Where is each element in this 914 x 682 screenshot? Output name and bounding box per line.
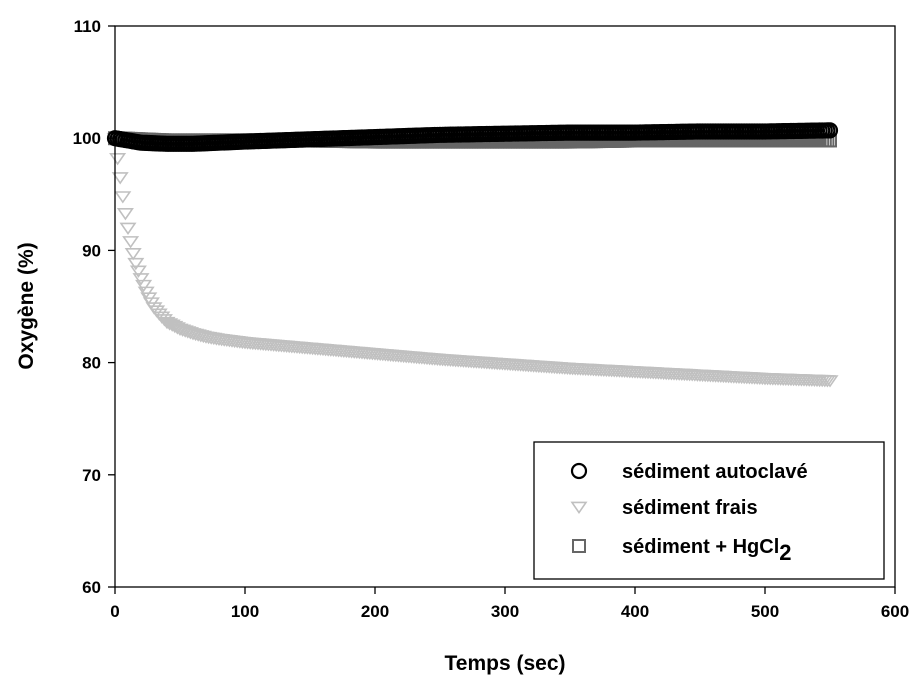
- legend-marker-1: [570, 501, 588, 515]
- y-tick-label: 70: [82, 466, 101, 485]
- legend-box: [533, 441, 885, 580]
- axis-ticks: 0 100 200 300 400 500 600 60 70 80 90 100 110: [73, 17, 910, 621]
- data-point: [821, 375, 839, 388]
- y-tick-label: 80: [82, 354, 101, 373]
- series-1: [106, 132, 839, 388]
- legend-entries: sédiment autoclavé sédiment frais sédiment…: [570, 461, 808, 565]
- x-tick-label: 300: [491, 602, 519, 621]
- data-point: [111, 172, 129, 185]
- data-point: [119, 222, 137, 235]
- y-axis-title: Oxygène (%): [15, 242, 38, 369]
- data-point: [821, 122, 839, 139]
- y-tick-label: 90: [82, 241, 101, 260]
- legend-marker-0: [570, 462, 588, 480]
- data-point: [127, 257, 145, 271]
- y-tick-label: 110: [74, 17, 101, 36]
- series-layer: [106, 122, 839, 388]
- data-point: [114, 191, 132, 204]
- x-tick-label: 400: [621, 602, 649, 621]
- y-tick-label: 60: [82, 578, 101, 597]
- x-axis-title: Temps (sec): [445, 652, 566, 675]
- data-point: [124, 248, 142, 261]
- data-point: [109, 153, 127, 166]
- x-tick-label: 600: [881, 602, 909, 621]
- x-tick-label: 200: [361, 602, 389, 621]
- y-tick-label: 100: [73, 129, 101, 148]
- data-point: [176, 325, 194, 338]
- legend-label-0: sédiment autoclavé: [622, 461, 808, 483]
- data-point: [116, 208, 134, 221]
- series-0: [106, 122, 839, 152]
- legend: sédiment autoclavé sédiment frais sédiment…: [533, 441, 885, 580]
- x-tick-label: 100: [231, 602, 259, 621]
- data-point: [122, 236, 140, 249]
- x-tick-label: 0: [110, 602, 119, 621]
- data-point: [129, 265, 147, 278]
- legend-label-1: sédiment frais: [622, 497, 758, 519]
- x-tick-label: 500: [751, 602, 779, 621]
- legend-label-2: sédiment + HgCl2: [622, 536, 792, 565]
- data-point: [132, 273, 150, 286]
- legend-marker-2: [572, 539, 586, 553]
- data-point: [135, 279, 153, 293]
